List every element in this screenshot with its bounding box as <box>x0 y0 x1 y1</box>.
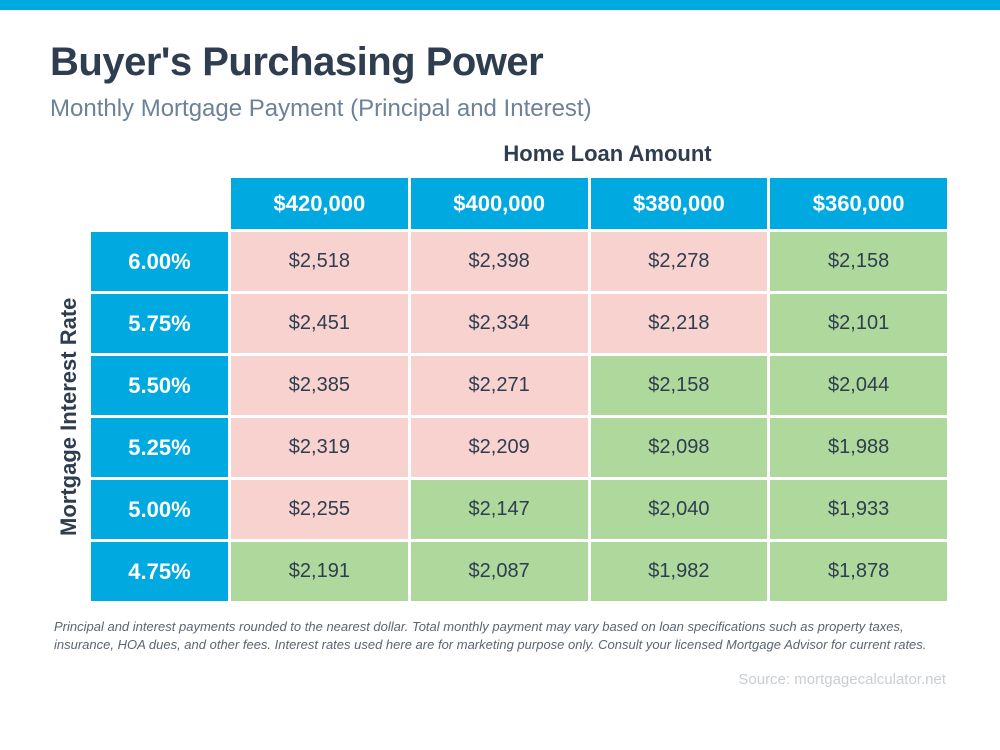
table-body: 6.00%$2,518$2,398$2,278$2,1585.75%$2,451… <box>90 231 949 603</box>
payment-cell: $2,278 <box>589 231 769 293</box>
col-header: $380,000 <box>589 177 769 231</box>
payment-cell: $1,982 <box>589 541 769 603</box>
payment-cell: $2,191 <box>230 541 410 603</box>
payment-cell: $2,451 <box>230 293 410 355</box>
corner-cell <box>90 177 230 231</box>
y-axis-label: Mortgage Interest Rate <box>50 229 88 604</box>
payment-cell: $1,988 <box>769 417 949 479</box>
table-row: 5.00%$2,255$2,147$2,040$1,933 <box>90 479 949 541</box>
payment-cell: $2,040 <box>589 479 769 541</box>
table-row: 5.75%$2,451$2,334$2,218$2,101 <box>90 293 949 355</box>
payment-cell: $2,334 <box>409 293 589 355</box>
payment-table: $420,000 $400,000 $380,000 $360,000 6.00… <box>88 175 950 604</box>
payment-cell: $2,087 <box>409 541 589 603</box>
table-row: 5.50%$2,385$2,271$2,158$2,044 <box>90 355 949 417</box>
table-row: 4.75%$2,191$2,087$1,982$1,878 <box>90 541 949 603</box>
top-accent-bar <box>0 0 1000 10</box>
row-header: 5.25% <box>90 417 230 479</box>
row-header: 5.50% <box>90 355 230 417</box>
payment-cell: $2,101 <box>769 293 949 355</box>
row-header: 5.75% <box>90 293 230 355</box>
payment-cell: $2,158 <box>769 231 949 293</box>
row-header: 4.75% <box>90 541 230 603</box>
payment-cell: $2,319 <box>230 417 410 479</box>
col-header: $400,000 <box>409 177 589 231</box>
payment-cell: $2,398 <box>409 231 589 293</box>
payment-cell: $2,098 <box>589 417 769 479</box>
table-row: 6.00%$2,518$2,398$2,278$2,158 <box>90 231 949 293</box>
payment-cell: $1,878 <box>769 541 949 603</box>
payment-cell: $2,255 <box>230 479 410 541</box>
page-subtitle: Monthly Mortgage Payment (Principal and … <box>50 95 950 123</box>
col-header: $420,000 <box>230 177 410 231</box>
row-header: 5.00% <box>90 479 230 541</box>
table-row: 5.25%$2,319$2,209$2,098$1,988 <box>90 417 949 479</box>
chart-wrapper: Mortgage Interest Rate $420,000 $400,000… <box>50 175 950 604</box>
source-attribution: Source: mortgagecalculator.net <box>50 671 950 688</box>
payment-cell: $2,209 <box>409 417 589 479</box>
payment-cell: $2,147 <box>409 479 589 541</box>
payment-cell: $1,933 <box>769 479 949 541</box>
row-header: 6.00% <box>90 231 230 293</box>
col-header: $360,000 <box>769 177 949 231</box>
content-container: Buyer's Purchasing Power Monthly Mortgag… <box>0 10 1000 708</box>
page-title: Buyer's Purchasing Power <box>50 40 950 85</box>
payment-cell: $2,385 <box>230 355 410 417</box>
payment-cell: $2,218 <box>589 293 769 355</box>
x-axis-label: Home Loan Amount <box>265 141 950 167</box>
payment-cell: $2,044 <box>769 355 949 417</box>
payment-cell: $2,271 <box>409 355 589 417</box>
table-head: $420,000 $400,000 $380,000 $360,000 <box>90 177 949 231</box>
payment-cell: $2,518 <box>230 231 410 293</box>
footnote-text: Principal and interest payments rounded … <box>50 618 950 653</box>
header-row: $420,000 $400,000 $380,000 $360,000 <box>90 177 949 231</box>
payment-cell: $2,158 <box>589 355 769 417</box>
